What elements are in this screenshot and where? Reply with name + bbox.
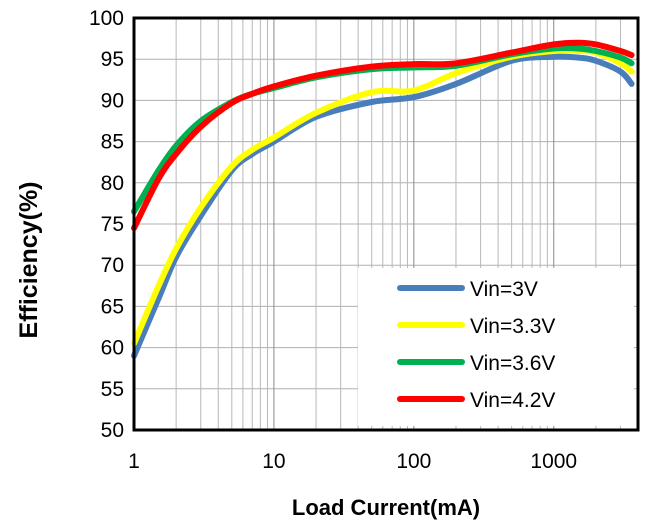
- legend-label-3: Vin=3.6V: [470, 352, 555, 375]
- series-line-1: [131, 53, 635, 359]
- y-tick-label: 50: [101, 419, 124, 442]
- y-tick-label: 80: [101, 172, 124, 195]
- legend-label-2: Vin=3.3V: [470, 315, 555, 338]
- y-axis-title: Efficiency(%): [15, 182, 43, 339]
- x-tick-label: 10: [262, 450, 285, 473]
- y-tick-label: 60: [101, 337, 124, 360]
- x-tick-label: 100: [396, 450, 431, 473]
- x-axis-title: Load Current(mA): [292, 495, 480, 520]
- legend-label-1: Vin=3V: [470, 278, 538, 301]
- y-tick-label: 75: [101, 213, 124, 236]
- legend: Vin=3V Vin=3.3V Vin=3.6V Vin=4.2V: [358, 268, 634, 426]
- y-tick-label: 100: [89, 7, 124, 30]
- x-tick-labels: 1 10 100 1000: [128, 450, 577, 473]
- plot-frame: [132, 16, 640, 432]
- y-tick-label: 90: [101, 89, 124, 112]
- y-tick-label: 70: [101, 254, 124, 277]
- y-tick-labels: 50 55 60 65 70 75 80 85 90 95 100: [89, 7, 124, 442]
- series-lines: [131, 39, 635, 359]
- legend-label-4: Vin=4.2V: [470, 389, 555, 412]
- y-tick-label: 95: [101, 48, 124, 71]
- y-tick-label: 65: [101, 295, 124, 318]
- series-line-4: [131, 39, 635, 232]
- x-tick-label: 1000: [530, 450, 577, 473]
- x-tick-label: 1: [128, 450, 140, 473]
- y-tick-label: 85: [101, 131, 124, 154]
- y-tick-label: 55: [101, 378, 124, 401]
